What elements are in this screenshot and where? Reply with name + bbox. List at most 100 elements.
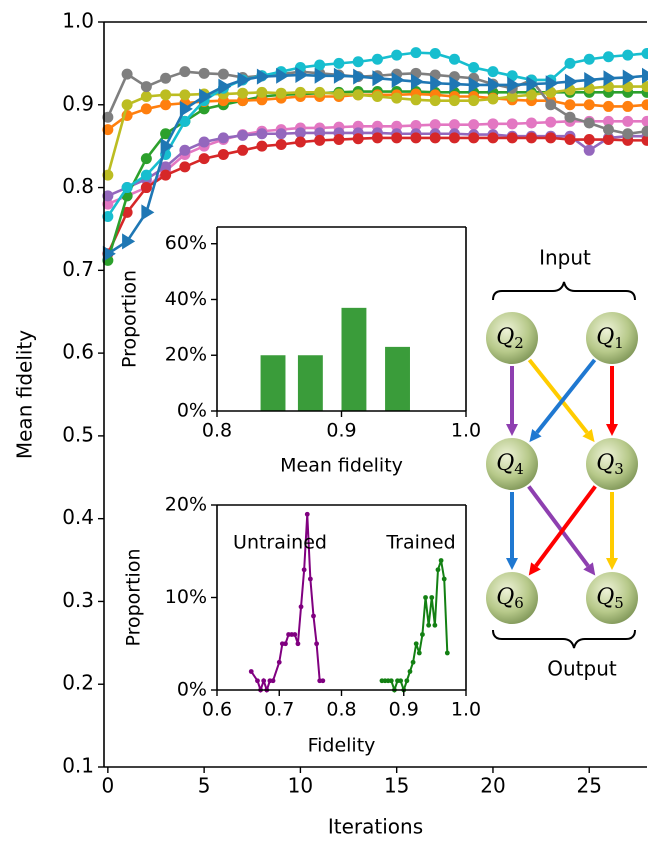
data-point [333,134,344,145]
data-point [487,66,498,77]
data-point [276,139,287,150]
y-tick-label: 60% [165,232,207,254]
bar [261,355,286,411]
data-point [622,128,633,139]
data-point [372,132,383,143]
data-point [353,89,364,100]
y-tick-label: 20% [165,494,207,516]
data-point [299,604,304,609]
data-point [468,62,479,73]
y-tick-label: 0.2 [62,671,94,695]
data-point [141,153,152,164]
data-point [545,99,556,110]
data-point [584,54,595,65]
data-point [292,632,297,637]
data-point [411,660,416,665]
data-point [160,89,171,100]
data-point [622,50,633,61]
data-point [432,623,437,628]
x-tick-label: 0.8 [326,699,356,721]
data-point [141,170,152,181]
data-point [487,132,498,143]
x-tick-label: 25 [577,774,602,798]
figure: 05101520250.10.20.30.40.50.60.70.80.91.0… [0,0,648,841]
diagram-label: Input [539,246,591,270]
data-point [353,133,364,144]
data-point [283,641,288,646]
data-point [449,95,460,106]
data-point [468,95,479,106]
y-tick-label: 0.7 [62,257,94,281]
y-tick-label: 0.3 [62,588,94,612]
data-point [199,137,210,148]
data-point [584,145,595,156]
data-point [507,118,518,129]
data-point [545,132,556,143]
data-point [584,134,595,145]
data-point [642,116,648,127]
brace [493,282,635,300]
data-point [122,182,133,193]
arrowhead [506,558,518,570]
data-point [314,641,319,646]
data-point [439,558,444,563]
data-point [564,99,575,110]
bar [298,355,323,411]
data-point [218,69,229,80]
data-point [545,117,556,128]
node-symbol: Q [496,585,514,610]
node-subscript: 5 [614,594,624,612]
node-symbol: Q [596,325,614,350]
data-point [249,669,254,674]
data-point [122,69,133,80]
data-point [179,66,190,77]
data-point [642,99,648,110]
data-point [408,669,413,674]
node-symbol: Q [596,585,614,610]
x-tick-label: 1.0 [451,420,481,442]
data-point [160,99,171,110]
data-point [256,141,267,152]
data-point [256,87,267,98]
x-tick-label: 20 [480,774,505,798]
arrowhead [506,424,518,436]
data-point [449,54,460,65]
data-point [564,58,575,69]
data-point [199,68,210,79]
data-point [333,58,344,69]
data-point [277,660,282,665]
data-point [584,117,595,128]
x-tick-label: 0.6 [202,699,232,721]
data-point [271,678,276,683]
data-point [410,132,421,143]
data-point [122,99,133,110]
bar [385,347,410,411]
data-point [468,132,479,143]
y-tick-label: 0.5 [62,422,94,446]
chart: 0.80.91.00%20%40%60%Mean fidelityProport… [119,227,482,477]
data-point [372,54,383,65]
data-point [160,73,171,84]
data-point [622,116,633,127]
data-point [237,145,248,156]
y-tick-label: 0.1 [62,754,94,778]
x-axis-label: Iterations [328,815,423,839]
data-point [295,137,306,148]
data-point [426,623,431,628]
data-point [436,567,441,572]
data-point [430,132,441,143]
data-point [353,56,364,67]
page: {"chart_data": [ {"type": "line", "xlabe… [0,0,648,841]
x-axis-label: Mean fidelity [280,455,403,477]
y-tick-label: 0% [177,679,207,701]
y-axis-label: Proportion [123,548,145,646]
data-point [141,182,152,193]
data-point [333,89,344,100]
data-point [603,101,614,112]
data-point [468,119,479,130]
bar [342,308,367,411]
data-point [255,678,260,683]
data-point [276,128,287,139]
data-point [445,651,450,656]
data-point [218,132,229,143]
